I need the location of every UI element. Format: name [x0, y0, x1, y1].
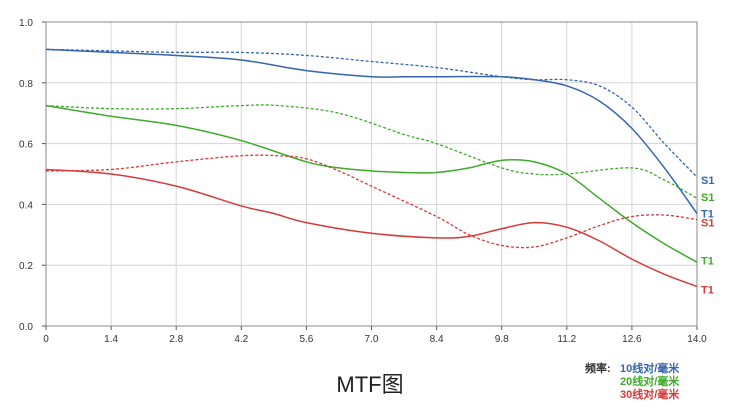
- series-end-label: T1: [701, 209, 714, 221]
- x-tick-label: 1.4: [104, 334, 118, 345]
- x-tick-label: 4.2: [234, 334, 248, 345]
- series-end-label: S1: [701, 192, 714, 204]
- y-tick-label: 1.0: [19, 18, 33, 29]
- y-tick-label: 0.8: [19, 79, 33, 90]
- axes: 0 1.4 2.8 4.2 5.6 7.0 8.4 9.8 11.2 12.6 14.0 0.0 0.2…: [19, 18, 707, 345]
- series-line-t1-tangential: [45, 104, 698, 263]
- x-tick-label: 0: [43, 334, 49, 345]
- series-end-label: S1: [701, 218, 714, 230]
- legend-item: 10线对/毫米: [620, 361, 680, 375]
- series-line-t1-tangential: [45, 168, 698, 288]
- series-line-s1-sagittal: [45, 48, 698, 178]
- plot-frame: [45, 21, 698, 327]
- y-tick-label: 0.0: [19, 322, 33, 333]
- series-end-label: T1: [701, 256, 714, 268]
- x-tick-label: 14.0: [687, 334, 707, 345]
- x-tick-label: 2.8: [169, 334, 183, 345]
- legend-item: 20线对/毫米: [620, 374, 680, 388]
- x-tick-label: 11.2: [557, 334, 576, 345]
- chart-title: MTF图: [336, 372, 403, 397]
- series-line-s1-sagittal: [45, 104, 698, 199]
- series-line-t1-tangential: [45, 48, 698, 214]
- x-tick-label: 12.6: [622, 334, 642, 345]
- series-line-s1-sagittal: [45, 154, 698, 249]
- y-tick-label: 0.6: [19, 140, 33, 151]
- series-end-label: S1: [701, 175, 714, 187]
- legend-title: 频率:: [585, 361, 611, 375]
- legend-item: 30线对/毫米: [620, 387, 680, 401]
- y-tick-label: 0.4: [19, 200, 33, 211]
- series-end-label: T1: [701, 285, 714, 297]
- x-tick-label: 7.0: [365, 334, 379, 345]
- x-tick-label: 9.8: [495, 334, 509, 345]
- grid: [45, 21, 698, 327]
- x-tick-label: 5.6: [299, 334, 313, 345]
- y-tick-label: 0.2: [19, 261, 33, 272]
- series-lines: [45, 48, 698, 288]
- x-tick-label: 8.4: [430, 334, 444, 345]
